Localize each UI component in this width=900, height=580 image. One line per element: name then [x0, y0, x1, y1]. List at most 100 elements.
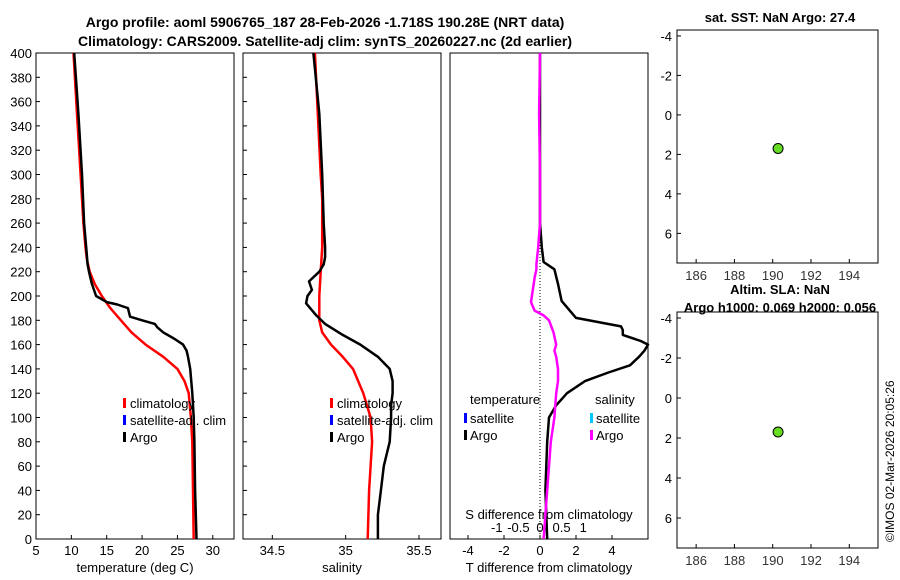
sla-point	[772, 426, 784, 438]
sst-xtick-label: 192	[800, 268, 822, 283]
temperature-legend-swatch	[123, 432, 126, 442]
temperature-legend-label: climatology	[130, 396, 196, 411]
depth-tick-label: 320	[10, 143, 32, 158]
sla-ytick-label: 4	[665, 471, 672, 486]
salinity-series-argo	[304, 52, 394, 539]
sla-ytick-label: 6	[665, 511, 672, 526]
depth-tick-label: 200	[10, 289, 32, 304]
sst-xtick-label: 190	[762, 268, 784, 283]
sla-xtick-label: 190	[762, 553, 784, 568]
sla-panel-title: Altim. SLA: NaN	[730, 282, 830, 297]
difference-xlabel: T difference from climatology	[466, 560, 633, 575]
salinity-legend-swatch	[330, 415, 333, 425]
sst-xtick-label: 194	[838, 268, 860, 283]
sst-panel-title: sat. SST: NaN Argo: 27.4	[704, 10, 856, 25]
temperature-xtick-label: 30	[206, 543, 220, 558]
sla-xtick-label: 188	[724, 553, 746, 568]
difference-legend-label-left: Argo	[470, 428, 497, 443]
salinity-legend-swatch	[330, 432, 333, 442]
difference-legend-label-left: satellite	[470, 411, 514, 426]
temperature-legend-swatch	[123, 398, 126, 408]
depth-tick-label: 300	[10, 168, 32, 183]
temperature-axes-frame	[35, 52, 235, 540]
depth-tick-label: 120	[10, 386, 32, 401]
depth-tick-label: 400	[10, 46, 32, 61]
depth-tick-label: 100	[10, 411, 32, 426]
difference-xtick-label: 4	[608, 543, 615, 558]
difference-s-tick-label: 0	[536, 520, 543, 535]
depth-tick-label: 60	[18, 459, 32, 474]
sst-ytick-label: 6	[665, 226, 672, 241]
depth-tick-label: 360	[10, 95, 32, 110]
depth-tick-label: 180	[10, 313, 32, 328]
salinity-xtick-label: 35	[338, 543, 352, 558]
temperature-series-argo	[72, 52, 198, 540]
depth-tick-label: 340	[10, 119, 32, 134]
difference-s-tick-label: -0.5	[507, 520, 529, 535]
difference-s-tick-label: 0.5	[553, 520, 571, 535]
depth-tick-label: 140	[10, 362, 32, 377]
difference-legend-swatch-right	[590, 430, 593, 440]
salinity-xtick-label: 34.5	[260, 543, 285, 558]
imos-timestamp: ©IMOS 02-Mar-2026 20:05:26	[883, 380, 897, 542]
difference-legend-header-salinity: salinity	[595, 392, 635, 407]
temperature-xtick-label: 15	[99, 543, 113, 558]
depth-tick-label: 380	[10, 70, 32, 85]
sla-panel-subtitle: Argo h1000: 0.069 h2000: 0.056	[683, 300, 877, 315]
depth-tick-label: 0	[25, 532, 32, 547]
sla-xtick-label: 194	[838, 553, 860, 568]
difference-legend-swatch-left	[464, 430, 467, 440]
temperature-legend-swatch	[123, 415, 126, 425]
difference-xtick-label: -4	[462, 543, 474, 558]
sla-ytick-label: 0	[665, 391, 672, 406]
sst-ytick-label: -2	[660, 68, 672, 83]
salinity-legend-label: satellite-adj. clim	[337, 413, 433, 428]
temperature-xtick-label: 20	[135, 543, 149, 558]
figure-title-line2: Climatology: CARS2009. Satellite-adj cli…	[77, 33, 573, 49]
depth-tick-label: 20	[18, 508, 32, 523]
sla-ytick-label: -2	[660, 351, 672, 366]
difference-xtick-label: 2	[572, 543, 579, 558]
temperature-xtick-label: 10	[64, 543, 78, 558]
sla-xtick-label: 186	[685, 553, 707, 568]
sst-ytick-label: -4	[660, 29, 672, 44]
sla-xtick-label: 192	[800, 553, 822, 568]
sla-axes-frame	[676, 311, 879, 549]
temperature-legend-label: satellite-adj. clim	[130, 413, 226, 428]
difference-s-tick-label: 1	[580, 520, 587, 535]
difference-axes-frame	[449, 52, 649, 540]
difference-series-argo-temperature	[538, 53, 650, 540]
temperature-xlabel: temperature (deg C)	[76, 560, 193, 575]
sla-ytick-label: 2	[665, 431, 672, 446]
sst-xtick-label: 188	[724, 268, 746, 283]
depth-tick-label: 160	[10, 338, 32, 353]
salinity-axes-frame	[242, 52, 442, 540]
difference-s-tick-label: -1	[491, 520, 503, 535]
salinity-xlabel: salinity	[322, 560, 362, 575]
depth-tick-label: 40	[18, 483, 32, 498]
difference-legend-header-temperature: temperature	[470, 392, 540, 407]
sst-ytick-label: 0	[665, 108, 672, 123]
salinity-legend-label: Argo	[337, 430, 364, 445]
difference-s-xlabel: S difference from climatology	[465, 507, 633, 522]
sst-axes-frame	[676, 29, 879, 264]
difference-legend-swatch-left	[464, 413, 467, 423]
depth-tick-label: 280	[10, 192, 32, 207]
sla-ytick-label: -4	[660, 311, 672, 326]
depth-tick-label: 220	[10, 265, 32, 280]
difference-legend-label-right: satellite	[596, 411, 640, 426]
difference-series-argo-salinity	[529, 52, 560, 540]
salinity-xtick-label: 35.5	[406, 543, 431, 558]
depth-tick-label: 240	[10, 240, 32, 255]
temperature-xtick-label: 25	[170, 543, 184, 558]
sst-xtick-label: 186	[685, 268, 707, 283]
difference-xtick-label: -2	[498, 543, 510, 558]
sst-ytick-label: 2	[665, 147, 672, 162]
temperature-series-climatology	[72, 52, 195, 540]
temperature-legend-label: Argo	[130, 430, 157, 445]
figure-title-line1: Argo profile: aoml 5906765_187 28-Feb-20…	[85, 14, 565, 30]
depth-tick-label: 260	[10, 216, 32, 231]
difference-xtick-label: 0	[536, 543, 543, 558]
sst-ytick-label: 4	[665, 187, 672, 202]
difference-legend-swatch-right	[590, 413, 593, 423]
